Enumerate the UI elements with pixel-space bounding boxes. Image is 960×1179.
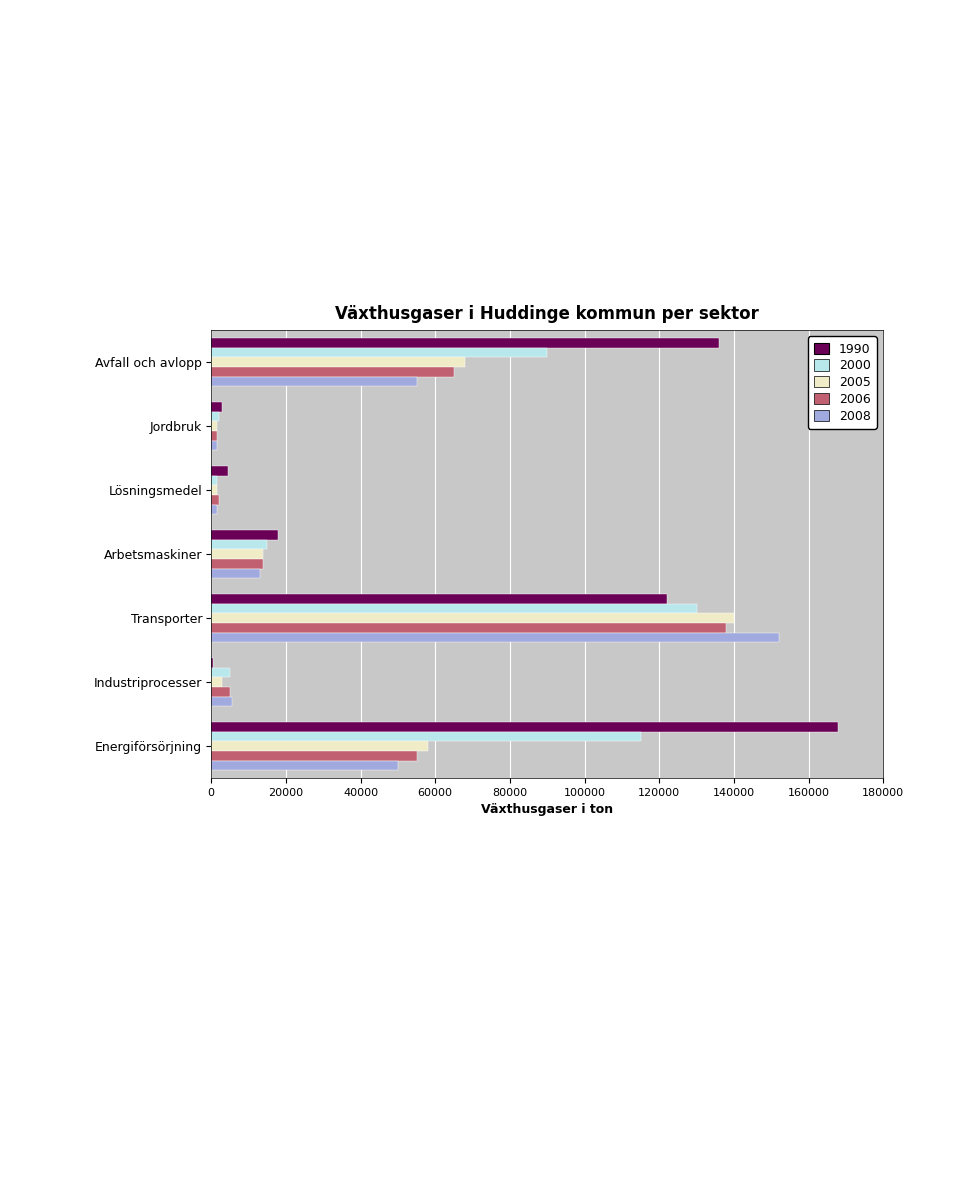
Title: Växthusgaser i Huddinge kommun per sektor: Växthusgaser i Huddinge kommun per sekto… bbox=[335, 305, 759, 323]
Bar bbox=[211, 677, 223, 687]
Bar bbox=[211, 667, 229, 677]
Bar bbox=[211, 441, 217, 450]
Bar bbox=[211, 540, 267, 549]
Bar bbox=[211, 421, 217, 430]
Bar bbox=[211, 531, 278, 540]
Bar bbox=[211, 732, 640, 742]
Legend: 1990, 2000, 2005, 2006, 2008: 1990, 2000, 2005, 2006, 2008 bbox=[807, 336, 876, 429]
Bar bbox=[211, 751, 417, 760]
Bar bbox=[211, 486, 217, 495]
Bar bbox=[211, 475, 217, 486]
Bar bbox=[211, 559, 263, 568]
Bar bbox=[211, 348, 547, 357]
X-axis label: Växthusgaser i ton: Växthusgaser i ton bbox=[481, 803, 613, 816]
Bar bbox=[211, 687, 229, 697]
Bar bbox=[211, 505, 217, 514]
Bar bbox=[211, 357, 465, 367]
Bar bbox=[211, 632, 779, 643]
Bar bbox=[211, 430, 217, 441]
Bar bbox=[211, 760, 397, 770]
Bar bbox=[211, 658, 213, 667]
Bar bbox=[211, 722, 838, 732]
Bar bbox=[211, 549, 263, 559]
Bar bbox=[211, 742, 428, 751]
Bar bbox=[211, 376, 417, 387]
Bar bbox=[211, 411, 219, 421]
Bar bbox=[211, 594, 666, 604]
Bar bbox=[211, 623, 727, 632]
Bar bbox=[211, 367, 454, 376]
Bar bbox=[211, 604, 697, 613]
Bar bbox=[211, 402, 223, 411]
Bar bbox=[211, 568, 260, 578]
Bar bbox=[211, 338, 719, 348]
Bar bbox=[211, 495, 219, 505]
Bar bbox=[211, 466, 228, 475]
Bar bbox=[211, 613, 733, 623]
Bar bbox=[211, 697, 231, 706]
